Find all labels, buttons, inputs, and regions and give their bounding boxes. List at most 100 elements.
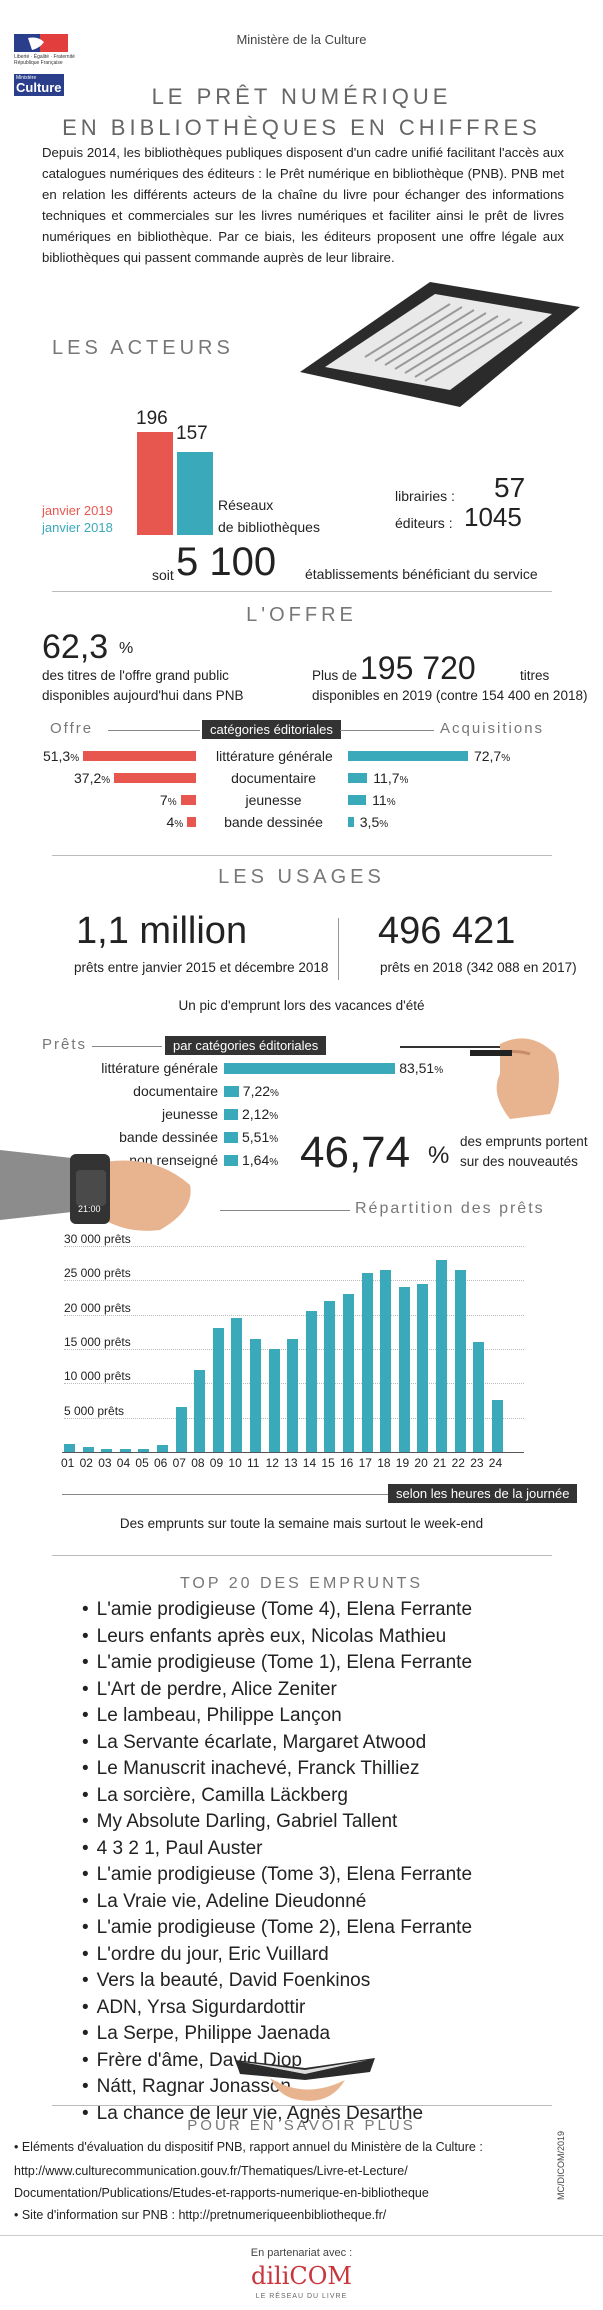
logo-text-republique: République Française [14,60,63,66]
list-item: La Servante écarlate, Margaret Atwood [82,1730,472,1757]
offre-value: 37,2% [66,770,110,786]
acq-bar [348,795,367,805]
nouveautes-pct: % [428,1142,450,1169]
logo-culture-box [14,74,64,96]
nouveautes-desc-1: des emprunts portent [460,1134,588,1149]
list-item: L'amie prodigieuse (Tome 3), Elena Ferra… [82,1862,472,1889]
offre-value: 4% [139,814,183,830]
logo-ministere: Ministère [16,75,37,81]
savoir-line4[interactable]: • Site d'information sur PNB : http://pr… [14,2208,387,2222]
chart-bar-hour [473,1342,485,1452]
offre-value-number: 4 [166,814,175,830]
acq-value-pct: % [379,819,389,830]
logo-culture: Culture [16,80,62,95]
logo-text-liberte: Liberté · Égalité · Fraternité [14,54,75,60]
acq-value: 3,5% [360,814,388,830]
usage-value: 7,22% [243,1083,279,1099]
x-tick-label: 14 [302,1456,317,1470]
usage-bar [224,1132,238,1143]
wristwatch-icon [0,1150,191,1231]
offre-pct-sign: % [119,640,134,657]
usage-value-number: 83,51 [399,1060,435,1076]
etab-label: établissements bénéficiant du service [305,566,538,582]
offre-bar [83,751,196,761]
x-tick-label: 24 [488,1456,503,1470]
x-tick-label: 07 [172,1456,186,1470]
offre-value-pct: % [70,753,80,764]
book-icon [235,2058,375,2101]
usage-bar [224,1155,238,1166]
list-item: L'ordre du jour, Eric Vuillard [82,1942,472,1969]
val-2019: 196 [136,408,168,429]
usages-title: LES USAGES [218,866,385,888]
x-tick-label: 10 [228,1456,242,1470]
acq-value-pct: % [386,797,396,808]
librairies-label: librairies : [395,488,455,504]
chart-bar-hour [436,1259,447,1452]
list-item: My Absolute Darling, Gabriel Tallent [82,1809,472,1836]
usage-category-label: non renseigné [129,1152,218,1168]
marianne-icon [14,34,68,52]
top20-title: TOP 20 DES EMPRUNTS [179,1575,424,1592]
ministry-logo [14,34,68,96]
nouveautes-desc-2: sur des nouveautés [460,1154,578,1169]
dilicom-sub: LE RÉSEAU DU LIVRE [255,2293,348,2300]
usage-value-pct: % [269,1111,279,1122]
offre-value: 51,3% [35,748,79,764]
chart-title: Répartition des prêts [355,1200,545,1217]
usage-value-number: 7,22 [242,1083,271,1099]
chart-bar-hour [157,1445,168,1452]
chart-bar-hour [231,1317,243,1452]
usage-category-label: littérature générale [101,1060,218,1076]
offre-value-pct: % [174,819,184,830]
list-item: 4 3 2 1, Paul Auster [82,1836,472,1863]
chart-bar-hour [287,1338,299,1452]
x-tick-label: 12 [265,1456,279,1470]
list-item: La chance de leur vie, Agnès Desarthe [82,2101,472,2128]
chart-bar-hour [250,1338,261,1452]
usage-value-number: 2,12 [242,1106,270,1122]
x-tick-label: 20 [414,1456,428,1470]
chart-bar-hour [491,1400,503,1452]
usage-value-pct: % [270,1088,279,1099]
titles-value: 195 720 [360,650,476,686]
usage-value: 5,51% [242,1129,278,1145]
y-tick-label: 25 000 prêts [64,1266,131,1281]
ereader-icon [300,282,580,407]
x-tick-label: 04 [116,1456,131,1470]
savoir-title: POUR EN SAVOIR PLUS [187,2117,416,2134]
chart-bar-hour [361,1273,373,1452]
prets-desc: prêts entre janvier 2015 et décembre 201… [74,960,329,975]
offre-right-header: Acquisitions [440,720,545,737]
chart-bar-hour [268,1348,280,1452]
reseaux-label: Réseaux de bibliothèques [218,497,320,535]
hand-stylus-illustration [470,1024,570,1124]
offre-right-line [340,730,434,731]
usage-bar [224,1109,238,1120]
chart-bar-hour [305,1311,317,1452]
x-tick-label: 15 [321,1456,335,1470]
offre-bar [180,795,196,805]
legend-2019: janvier 2019 [42,503,113,518]
titres-label: titres [520,668,550,683]
prets-value: 1,1 million [76,910,248,952]
editeurs-label: éditeurs : [395,515,453,531]
soit-label: soit [152,567,174,583]
chart-xlabel: selon les heures de la journée [388,1484,578,1503]
acq-value: 11,7% [373,770,408,786]
savoir-link1-cont[interactable]: Documentation/Publications/Etudes-et-rap… [14,2186,429,2200]
x-tick-label: 13 [284,1456,298,1470]
chart-caption: Des emprunts sur toute la semaine mais s… [119,1516,484,1531]
prets-header-line [92,1046,162,1047]
offre-center-header: catégories éditoriales [202,720,341,739]
prets-cat-header: par catégories éditoriales [165,1036,327,1055]
chart-bar-hour [175,1407,187,1452]
chart-bar-hour [194,1369,206,1452]
list-item: Leurs enfants après eux, Nicolas Mathieu [82,1624,472,1651]
offre-pct-desc-2: disponibles aujourd'hui dans PNB [42,688,244,703]
x-tick-label: 21 [433,1456,447,1470]
footer-divider [0,2235,603,2236]
x-tick-label: 02 [79,1456,93,1470]
list-item: Le Manuscrit inachevé, Franck Thilliez [82,1756,472,1783]
savoir-link1[interactable]: http://www.culturecommunication.gouv.fr/… [14,2164,408,2178]
